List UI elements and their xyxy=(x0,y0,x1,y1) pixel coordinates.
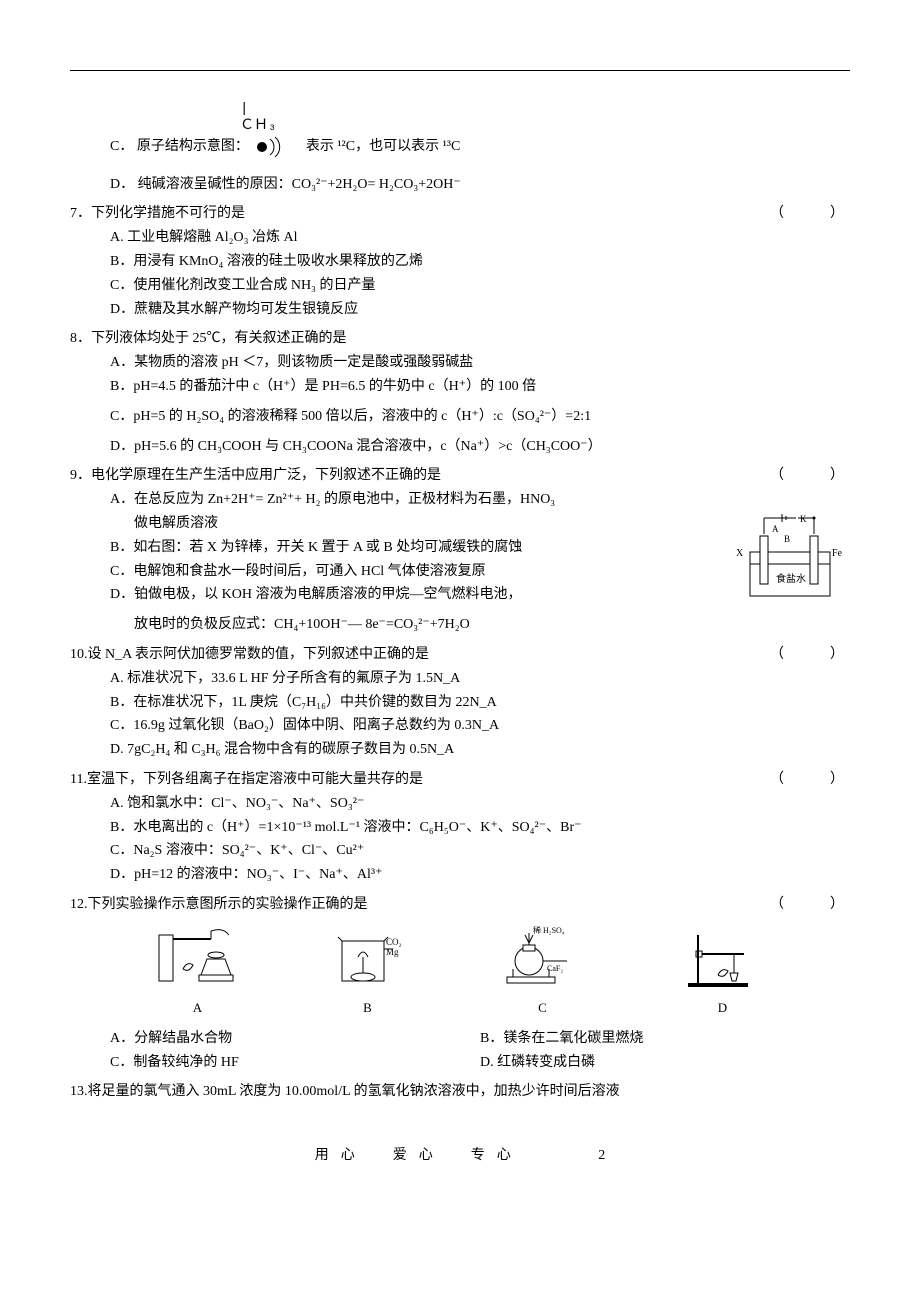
q10-b: B．在标准状况下，1L 庚烷（C₇H₁₆）中共价键的数目为 22N_A xyxy=(110,691,850,715)
q8-c: C．pH=5 的 H₂SO₄ 的溶液稀释 500 倍以后，溶液中的 c（H⁺）:… xyxy=(110,405,850,429)
answer-blank: （ ） xyxy=(770,464,850,488)
fig-c: 稀 H₂SO₄ CaF₂ C xyxy=(493,925,593,1019)
diagram-b: B xyxy=(784,534,790,544)
question-12: 12. 下列实验操作示意图所示的实验操作正确的是 （ ） A xyxy=(70,893,850,1074)
q-stem: 下列实验操作示意图所示的实验操作正确的是 xyxy=(88,893,771,917)
q-stem: 设 N_A 表示阿伏加德罗常数的值，下列叙述中正确的是 xyxy=(88,643,771,667)
opt-label: C． xyxy=(110,139,133,154)
fig-a: A xyxy=(153,925,243,1019)
q-stem: 下列液体均处于 25℃，有关叙述正确的是 xyxy=(91,327,850,351)
q8-d: D．pH=5.6 的 CH₃COOH 与 CH₃COONa 混合溶液中，c（Na… xyxy=(110,435,850,459)
q6-option-d: D． 纯碱溶液呈碱性的原因：CO₃²⁻+2H₂O= H₂CO₃+2OH⁻ xyxy=(110,173,850,197)
q9-d2: 放电时的负极反应式：CH₄+10OH⁻— 8e⁻=CO₃²⁻+7H₂O xyxy=(134,613,850,637)
q12-figures: A CO₂ Mg B 稀 H₂SO₄ xyxy=(110,925,810,1019)
fig-d-label: D xyxy=(678,997,768,1019)
q8-b: B．pH=4.5 的番茄汁中 c（H⁺）是 PH=6.5 的牛奶中 c（H⁺）的… xyxy=(110,375,850,399)
fig-b: CO₂ Mg B xyxy=(328,925,408,1019)
q-number: 10. xyxy=(70,643,88,667)
q-stem: 将足量的氯气通入 30mL 浓度为 10.00mol/L 的氢氧化钠浓溶液中，加… xyxy=(88,1080,851,1104)
top-rule xyxy=(70,70,850,71)
q10-a: A. 标准状况下，33.6 L HF 分子所含有的氟原子为 1.5N_A xyxy=(110,667,850,691)
question-10: 10. 设 N_A 表示阿伏加德罗常数的值，下列叙述中正确的是 （ ） A. 标… xyxy=(70,643,850,762)
atom-structure-icon xyxy=(252,135,288,159)
answer-blank: （ ） xyxy=(770,202,850,226)
q6-option-c: C． 原子结构示意图： 表示 ¹²C，也可以表示 ¹³C xyxy=(110,135,850,159)
diagram-k: K xyxy=(800,514,807,524)
struct-bond: | xyxy=(240,101,850,118)
q-stem: 电化学原理在生产生活中应用广泛，下列叙述不正确的是 xyxy=(91,464,770,488)
opt-text: 纯碱溶液呈碱性的原因：CO₃²⁻+2H₂O= H₂CO₃+2OH⁻ xyxy=(138,177,461,192)
fig-b-gas: CO₂ xyxy=(386,937,402,947)
q7-c: C．使用催化剂改变工业合成 NH₃ 的日产量 xyxy=(110,274,850,298)
q8-a: A．某物质的溶液 pH ＜7，则该物质一定是酸或强酸弱碱盐 xyxy=(110,351,850,375)
q-number: 9． xyxy=(70,464,91,488)
fig-c-top: 稀 H₂SO₄ xyxy=(533,925,565,935)
q11-d: D．pH=12 的溶液中：NO₃⁻、I⁻、Na⁺、Al³⁺ xyxy=(110,863,850,887)
opt-text-post: 表示 ¹²C，也可以表示 ¹³C xyxy=(292,139,460,154)
footer-motto: 用心 爱心 专心 xyxy=(315,1148,523,1163)
fig-c-label: C xyxy=(493,997,593,1019)
diagram-salt: 食盐水 xyxy=(776,572,806,585)
fig-d: D xyxy=(678,925,768,1019)
q12-d: D. 红磷转变成白磷 xyxy=(480,1051,850,1075)
q-number: 8． xyxy=(70,327,91,351)
question-8: 8． 下列液体均处于 25℃，有关叙述正确的是 A．某物质的溶液 pH ＜7，则… xyxy=(70,327,850,458)
q-number: 7． xyxy=(70,202,91,226)
electrochemistry-diagram: K A B X Fe 食盐水 xyxy=(730,512,850,611)
answer-blank: （ ） xyxy=(770,768,850,792)
question-9: 9． 电化学原理在生产生活中应用广泛，下列叙述不正确的是 （ ） A．在总反应为… xyxy=(70,464,850,637)
q7-b: B．用浸有 KMnO₄ 溶液的硅土吸收水果释放的乙烯 xyxy=(110,250,850,274)
fig-b-label: B xyxy=(328,997,408,1019)
page-number: 2 xyxy=(598,1148,605,1163)
q10-c: C．16.9g 过氧化钡（BaO₂）固体中阴、阳离子总数约为 0.3N_A xyxy=(110,714,850,738)
q10-d: D. 7gC₂H₄ 和 C₃H₆ 混合物中含有的碳原子数目为 0.5N_A xyxy=(110,738,850,762)
q-number: 12. xyxy=(70,893,88,917)
opt-text-pre: 原子结构示意图： xyxy=(137,139,249,154)
diagram-x: X xyxy=(736,548,744,559)
struct-ch3: ＣＨ₃ xyxy=(240,118,850,135)
page-footer: 用心 爱心 专心 2 xyxy=(70,1144,850,1168)
opt-label: D． xyxy=(110,177,134,192)
q9-a1: A．在总反应为 Zn+2H⁺= Zn²⁺+ H₂ 的原电池中，正极材料为石墨，H… xyxy=(110,488,850,512)
q11-b: B．水电离出的 c（H⁺）=1×10⁻¹³ mol.L⁻¹ 溶液中：C₆H₅O⁻… xyxy=(110,816,850,840)
answer-blank: （ ） xyxy=(770,893,850,917)
q-stem: 下列化学措施不可行的是 xyxy=(91,202,770,226)
q-stem: 室温下，下列各组离子在指定溶液中可能大量共存的是 xyxy=(87,768,770,792)
question-11: 11. 室温下，下列各组离子在指定溶液中可能大量共存的是 （ ） A. 饱和氯水… xyxy=(70,768,850,887)
q-number: 11. xyxy=(70,768,87,792)
q12-b: B．镁条在二氧化碳里燃烧 xyxy=(480,1027,850,1051)
q-number: 13. xyxy=(70,1080,88,1104)
q7-a: A. 工业电解熔融 Al₂O₃ 冶炼 Al xyxy=(110,226,850,250)
answer-blank: （ ） xyxy=(770,643,850,667)
question-13: 13. 将足量的氯气通入 30mL 浓度为 10.00mol/L 的氢氧化钠浓溶… xyxy=(70,1080,850,1104)
q12-a: A．分解结晶水合物 xyxy=(110,1027,480,1051)
q11-c: C．Na₂S 溶液中：SO₄²⁻、K⁺、Cl⁻、Cu²⁺ xyxy=(110,839,850,863)
ch3-fragment: | ＣＨ₃ xyxy=(240,101,850,135)
diagram-a: A xyxy=(772,524,779,534)
q7-d: D．蔗糖及其水解产物均可发生银镜反应 xyxy=(110,298,850,322)
q11-a: A. 饱和氯水中：Cl⁻、NO₃⁻、Na⁺、SO₃²⁻ xyxy=(110,792,850,816)
question-7: 7． 下列化学措施不可行的是 （ ） A. 工业电解熔融 Al₂O₃ 冶炼 Al… xyxy=(70,202,850,321)
q12-c: C．制备较纯净的 HF xyxy=(110,1051,480,1075)
diagram-fe: Fe xyxy=(832,548,843,559)
fig-a-label: A xyxy=(153,997,243,1019)
